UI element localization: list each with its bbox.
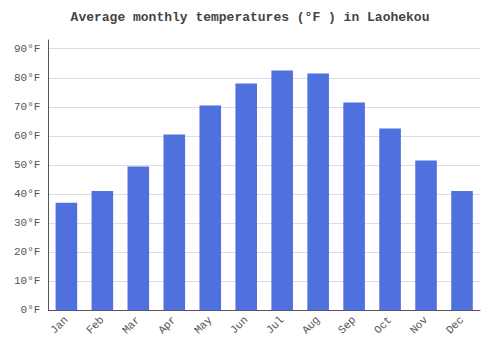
svg-text:50°F: 50°F <box>14 159 40 171</box>
svg-text:Sep: Sep <box>336 314 358 336</box>
svg-text:Feb: Feb <box>84 314 106 336</box>
svg-text:Oct: Oct <box>372 314 394 336</box>
svg-text:Aug: Aug <box>300 314 322 336</box>
svg-text:80°F: 80°F <box>14 72 40 84</box>
svg-text:Nov: Nov <box>408 314 431 337</box>
svg-text:60°F: 60°F <box>14 130 40 142</box>
svg-text:Jan: Jan <box>48 314 70 336</box>
svg-text:70°F: 70°F <box>14 101 40 113</box>
svg-text:Dec: Dec <box>444 314 466 336</box>
svg-text:Mar: Mar <box>120 314 142 336</box>
svg-text:0°F: 0°F <box>21 304 41 316</box>
svg-text:Average monthly temperatures (: Average monthly temperatures (°F ) in La… <box>71 10 430 25</box>
svg-text:10°F: 10°F <box>14 275 40 287</box>
svg-text:Apr: Apr <box>156 314 178 336</box>
svg-text:May: May <box>192 314 215 337</box>
svg-text:40°F: 40°F <box>14 188 40 200</box>
svg-text:30°F: 30°F <box>14 217 40 229</box>
svg-text:20°F: 20°F <box>14 246 40 258</box>
svg-text:Jun: Jun <box>228 314 250 336</box>
svg-text:90°F: 90°F <box>14 43 40 55</box>
svg-text:Jul: Jul <box>264 314 286 336</box>
